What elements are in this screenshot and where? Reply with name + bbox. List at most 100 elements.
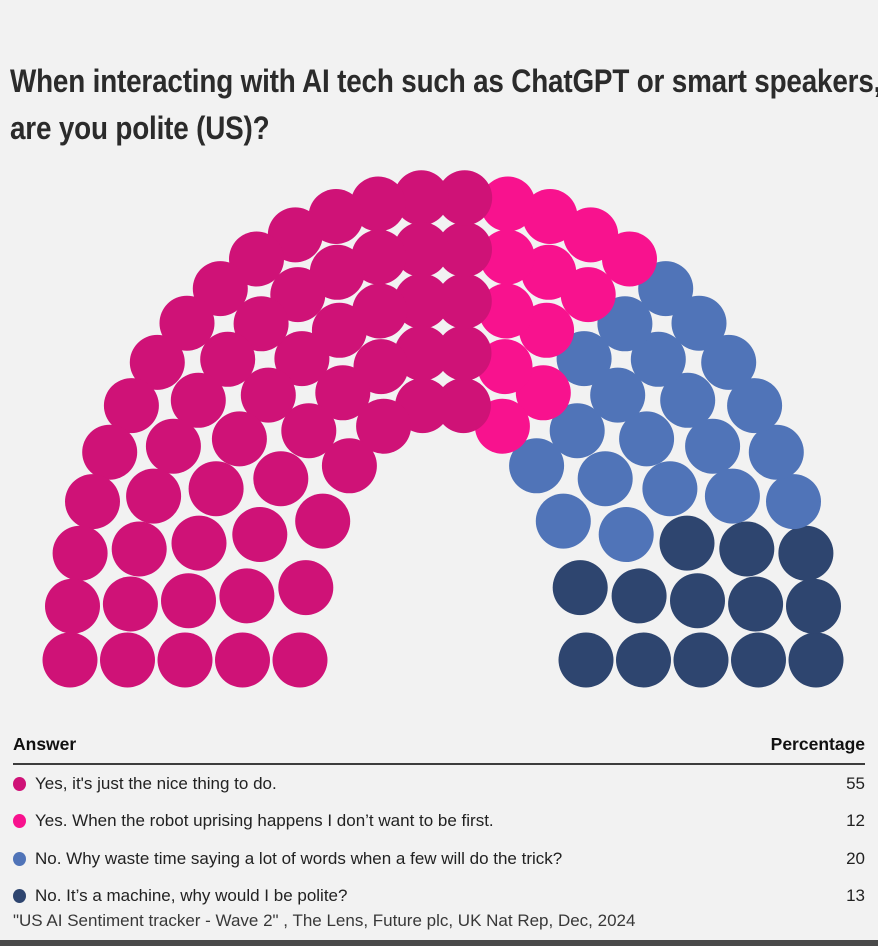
- seat-dot: [577, 451, 633, 507]
- seat-dot: [52, 525, 108, 581]
- answer-label: Yes. When the robot uprising happens I d…: [35, 811, 494, 831]
- seat-dot: [233, 296, 289, 352]
- column-header-answer: Answer: [13, 734, 77, 754]
- seat-dot: [215, 632, 270, 688]
- seat-dot: [232, 507, 288, 562]
- seat-dot: [274, 331, 330, 387]
- table-row: Yes. When the robot uprising happens I d…: [13, 803, 865, 841]
- seat-dot: [701, 334, 757, 390]
- table-row: No. It’s a machine, why would I be polit…: [13, 878, 865, 916]
- seat-dot: [766, 474, 821, 530]
- bottom-bar: [0, 940, 878, 946]
- seat-dot: [188, 461, 244, 517]
- seat-dot: [549, 403, 605, 459]
- seat-dot: [509, 438, 565, 494]
- seat-dot: [159, 295, 215, 351]
- seat-dot: [111, 521, 167, 577]
- percentage-value: 20: [846, 848, 865, 868]
- seat-dot: [42, 632, 98, 688]
- seat-dot: [659, 515, 715, 571]
- category-bullet-icon: [13, 776, 26, 791]
- seat-dot: [311, 302, 367, 358]
- seat-dot: [253, 451, 309, 507]
- seat-dot: [315, 365, 371, 421]
- seat-dot: [727, 378, 783, 434]
- seat-dot: [556, 331, 612, 387]
- seat-dot: [673, 632, 729, 688]
- seat-dot: [598, 507, 654, 562]
- seat-dot: [731, 632, 786, 688]
- seat-dot: [479, 229, 535, 285]
- seat-dot: [616, 632, 671, 688]
- seat-dot: [778, 525, 834, 581]
- seat-dot: [437, 170, 493, 226]
- seat-dot: [436, 273, 492, 329]
- seat-dot: [102, 576, 158, 632]
- parliament-chart-svg: [42, 170, 844, 688]
- seat-dot: [630, 331, 686, 387]
- seat-dot: [515, 365, 571, 421]
- seat-dot: [321, 438, 377, 494]
- table-row: No. Why waste time saying a lot of words…: [13, 840, 865, 878]
- seat-dot: [597, 296, 653, 352]
- seat-dot: [394, 222, 449, 277]
- seat-dot: [356, 398, 412, 454]
- seat-dot: [660, 372, 716, 428]
- seat-dot: [295, 493, 351, 549]
- category-bullet-icon: [13, 851, 26, 866]
- seat-dot: [393, 170, 449, 226]
- table-header-row: Answer Percentage: [13, 725, 865, 765]
- seat-dot: [272, 632, 328, 688]
- seat-dot: [129, 334, 185, 390]
- seat-dot: [103, 378, 159, 434]
- seat-dot: [100, 632, 155, 688]
- seat-dot: [719, 521, 775, 577]
- table-row: Yes, it's just the nice thing to do. 55: [13, 765, 865, 803]
- category-bullet-icon: [13, 814, 26, 829]
- seat-dot: [480, 176, 536, 232]
- seat-dot: [670, 573, 725, 629]
- seat-dot: [278, 560, 334, 616]
- seat-dot: [671, 295, 727, 351]
- seat-dot: [161, 573, 216, 629]
- seat-dot: [558, 632, 614, 688]
- seat-dot: [200, 331, 256, 387]
- source-caption: "US AI Sentiment tracker - Wave 2" , The…: [13, 911, 636, 930]
- chart-title: When interacting with AI tech such as Ch…: [10, 63, 878, 147]
- seat-dot: [219, 568, 275, 624]
- seat-dot: [521, 244, 577, 300]
- seat-dot: [619, 411, 675, 467]
- seat-dot: [192, 261, 248, 317]
- seat-dot: [170, 372, 226, 428]
- seat-dot: [65, 474, 120, 530]
- legend-table: Answer Percentage Yes, it's just the nic…: [13, 725, 865, 915]
- seat-dot: [126, 468, 182, 524]
- seat-dot: [394, 273, 450, 329]
- percentage-value: 55: [846, 773, 865, 793]
- seat-dot: [270, 267, 326, 323]
- seat-dot: [642, 461, 698, 517]
- seat-dot: [590, 367, 646, 423]
- seat-dot: [728, 576, 784, 632]
- seat-dot: [788, 632, 844, 688]
- seat-dot: [552, 560, 608, 616]
- seat-dot: [351, 229, 407, 285]
- seat-dot: [748, 424, 804, 480]
- seat-dot: [45, 578, 100, 634]
- seat-dot: [350, 176, 406, 232]
- seat-dot: [611, 568, 667, 624]
- table-body: Yes, it's just the nice thing to do. 55 Ye…: [13, 765, 865, 915]
- answer-label: Yes, it's just the nice thing to do.: [35, 773, 277, 793]
- seat-dot: [82, 424, 138, 480]
- seat-dot: [211, 411, 267, 467]
- seat-dot: [157, 632, 213, 688]
- seat-dot: [171, 515, 227, 571]
- seat-dot: [437, 222, 492, 277]
- column-header-percentage: Percentage: [770, 734, 865, 754]
- seat-dot: [240, 367, 296, 423]
- percentage-value: 13: [846, 886, 865, 906]
- seat-dot: [436, 325, 492, 381]
- answer-label: No. Why waste time saying a lot of words…: [35, 848, 563, 868]
- seat-dot: [478, 283, 534, 339]
